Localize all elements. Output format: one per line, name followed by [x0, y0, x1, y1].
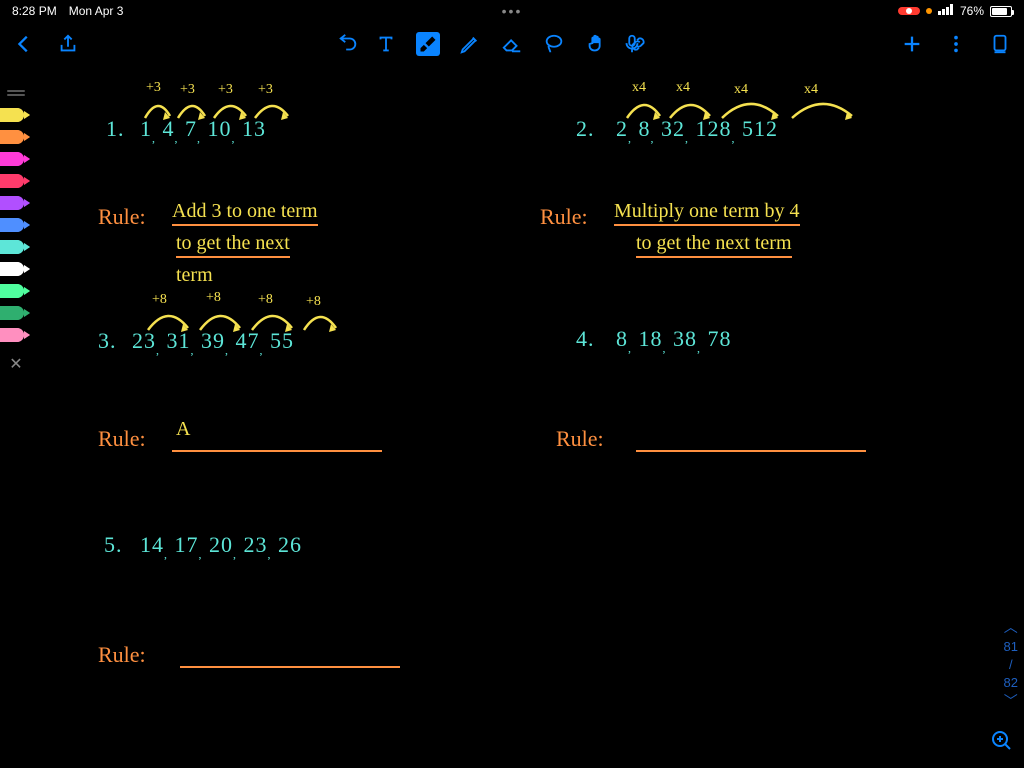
text-tool[interactable] — [374, 32, 398, 56]
battery-pct: 76% — [960, 4, 984, 18]
status-date: Mon Apr 3 — [69, 4, 124, 18]
p1-num: 1. — [106, 116, 125, 142]
battery-icon — [990, 6, 1012, 17]
page-sep: / — [1004, 656, 1018, 674]
p2-rule-label: Rule: — [540, 204, 588, 230]
p1-rule-label: Rule: — [98, 204, 146, 230]
add-button[interactable] — [900, 32, 924, 56]
canvas-area[interactable]: +3 +3 +3 +3 1. 1, 4, 7, 10, 13 x4 x4 x4 … — [0, 66, 1024, 768]
p1-arc-label-3: +3 — [258, 82, 273, 98]
p2-sequence: 2, 8, 32, 128, 512 — [616, 116, 778, 142]
p4-rule-line — [636, 450, 866, 452]
p2-rule-l1: Multiply one term by 4 — [614, 200, 800, 226]
p4-num: 4. — [576, 326, 595, 352]
eraser-tool[interactable] — [500, 32, 524, 56]
toolbar — [0, 22, 1024, 66]
p3-rule-label: Rule: — [98, 426, 146, 452]
share-button[interactable] — [56, 32, 80, 56]
p2-rule-l2: to get the next term — [636, 232, 792, 258]
p3-sequence: 23, 31, 39, 47, 55 — [132, 328, 294, 354]
p5-rule-line — [180, 666, 400, 668]
p2-arc-label-0: x4 — [632, 80, 646, 96]
p1-arc-label-2: +3 — [218, 82, 233, 98]
p1-rule-l1: Add 3 to one term — [172, 200, 318, 226]
p1-arc-label-0: +3 — [146, 80, 161, 96]
orange-dot — [926, 8, 932, 14]
page-current: 81 — [1004, 638, 1018, 656]
page-up[interactable]: ︿ — [1004, 618, 1018, 638]
p1-arc-label-1: +3 — [180, 82, 195, 98]
p5-num: 5. — [104, 532, 123, 558]
p3-arc-label-1: +8 — [206, 290, 221, 306]
link-tool[interactable] — [626, 32, 650, 56]
p3-rule-partial: A — [176, 418, 190, 441]
page-total: 82 — [1004, 674, 1018, 692]
recording-badge[interactable] — [898, 7, 920, 15]
back-button[interactable] — [12, 32, 36, 56]
p5-rule-label: Rule: — [98, 642, 146, 668]
p2-arc-label-2: x4 — [734, 82, 748, 98]
p3-rule-line — [172, 450, 382, 452]
highlighter-tool[interactable] — [416, 32, 440, 56]
status-time: 8:28 PM — [12, 4, 57, 18]
p4-rule-label: Rule: — [556, 426, 604, 452]
zoom-in-button[interactable] — [990, 729, 1014, 758]
p2-arc-label-3: x4 — [804, 82, 818, 98]
pen-tool[interactable] — [458, 32, 482, 56]
p4-sequence: 8, 18, 38, 78 — [616, 326, 732, 352]
undo-button[interactable] — [336, 32, 360, 56]
p2-arc-label-1: x4 — [676, 80, 690, 96]
page-down[interactable]: ﹀ — [1004, 692, 1018, 712]
p3-num: 3. — [98, 328, 117, 354]
p5-sequence: 14, 17, 20, 23, 26 — [140, 532, 302, 558]
p3-arc-label-2: +8 — [258, 292, 273, 308]
signal-icon — [938, 4, 954, 18]
page-navigator[interactable]: ︿ 81 / 82 ﹀ — [1004, 618, 1018, 712]
p3-arc-label-3: +8 — [306, 294, 321, 310]
p2-num: 2. — [576, 116, 595, 142]
more-button[interactable] — [944, 32, 968, 56]
status-bar: 8:28 PM Mon Apr 3 ••• 76% — [0, 0, 1024, 22]
grabber-dots[interactable]: ••• — [502, 3, 523, 19]
hand-tool[interactable] — [584, 32, 608, 56]
pages-button[interactable] — [988, 32, 1012, 56]
p3-arc-label-0: +8 — [152, 292, 167, 308]
p1-rule-l2: to get the next — [176, 232, 290, 258]
p1-rule-l3: term — [176, 264, 213, 287]
p1-sequence: 1, 4, 7, 10, 13 — [140, 116, 266, 142]
lasso-tool[interactable] — [542, 32, 566, 56]
